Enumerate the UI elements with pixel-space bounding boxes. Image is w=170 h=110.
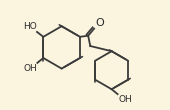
Text: OH: OH [118, 95, 132, 104]
Text: OH: OH [23, 64, 37, 73]
Text: HO: HO [23, 22, 36, 31]
Text: O: O [95, 18, 104, 28]
